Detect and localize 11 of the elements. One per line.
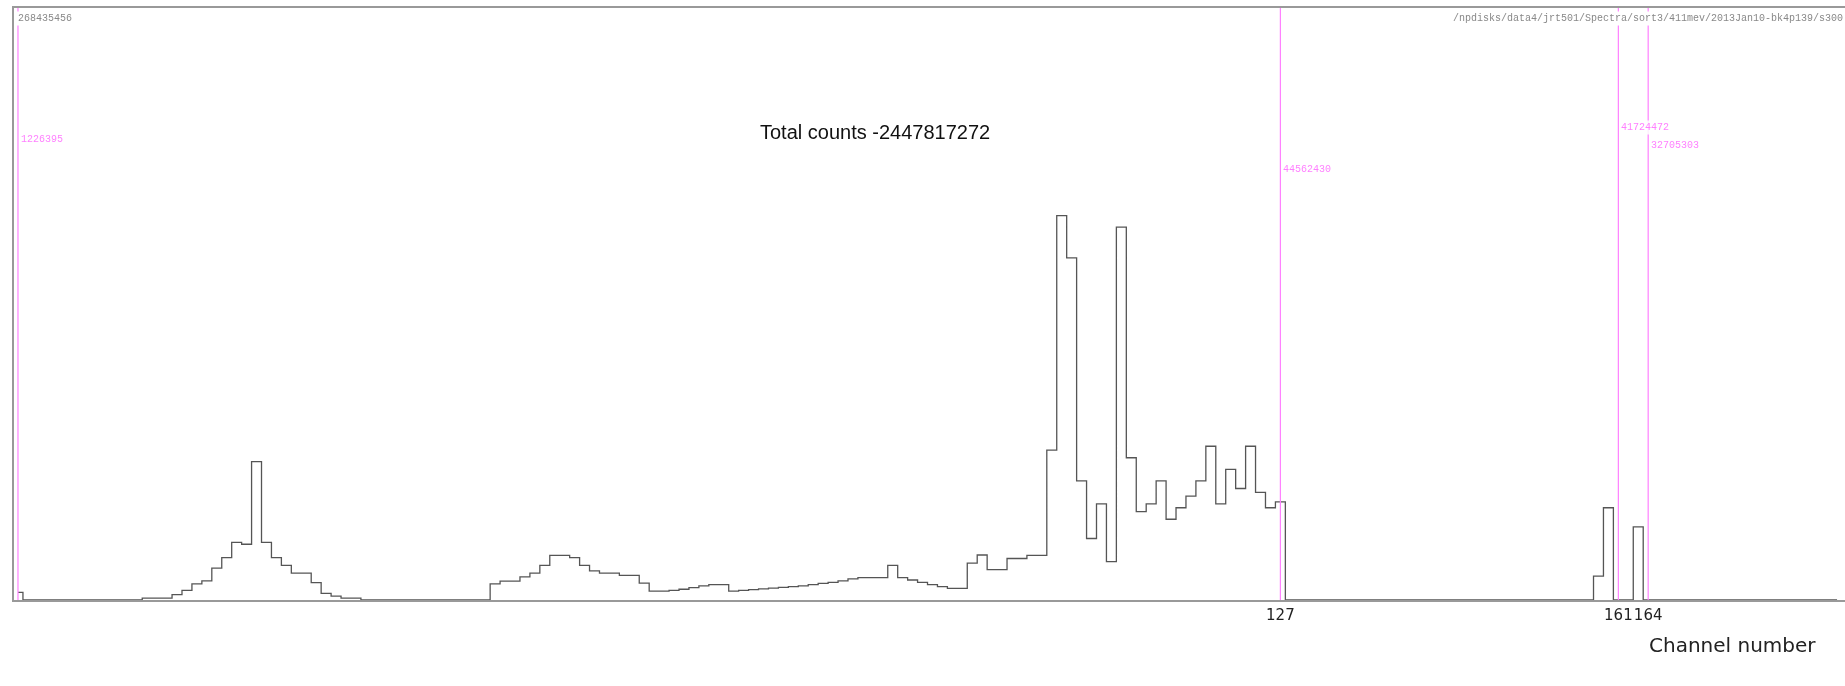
text: 268435456 <box>18 13 73 24</box>
x-axis-title: Channel number <box>1649 633 1817 657</box>
annotation: 44562430 <box>1283 164 1332 175</box>
x-tick-label: 127 <box>1266 606 1295 624</box>
annotation: 32705303 <box>1651 140 1700 151</box>
annotation: 1226395 <box>21 134 64 145</box>
text: Total counts -2447817272 <box>760 121 991 143</box>
x-tick-label: 161 <box>1604 606 1633 624</box>
text: /npdisks/data4/jrt501/Spectra/sort3/411mev/2013Jan10-bk4p139/s300 <box>1453 13 1844 24</box>
x-tick-label: 164 <box>1633 606 1663 624</box>
annotation: 41724472 <box>1621 122 1670 133</box>
